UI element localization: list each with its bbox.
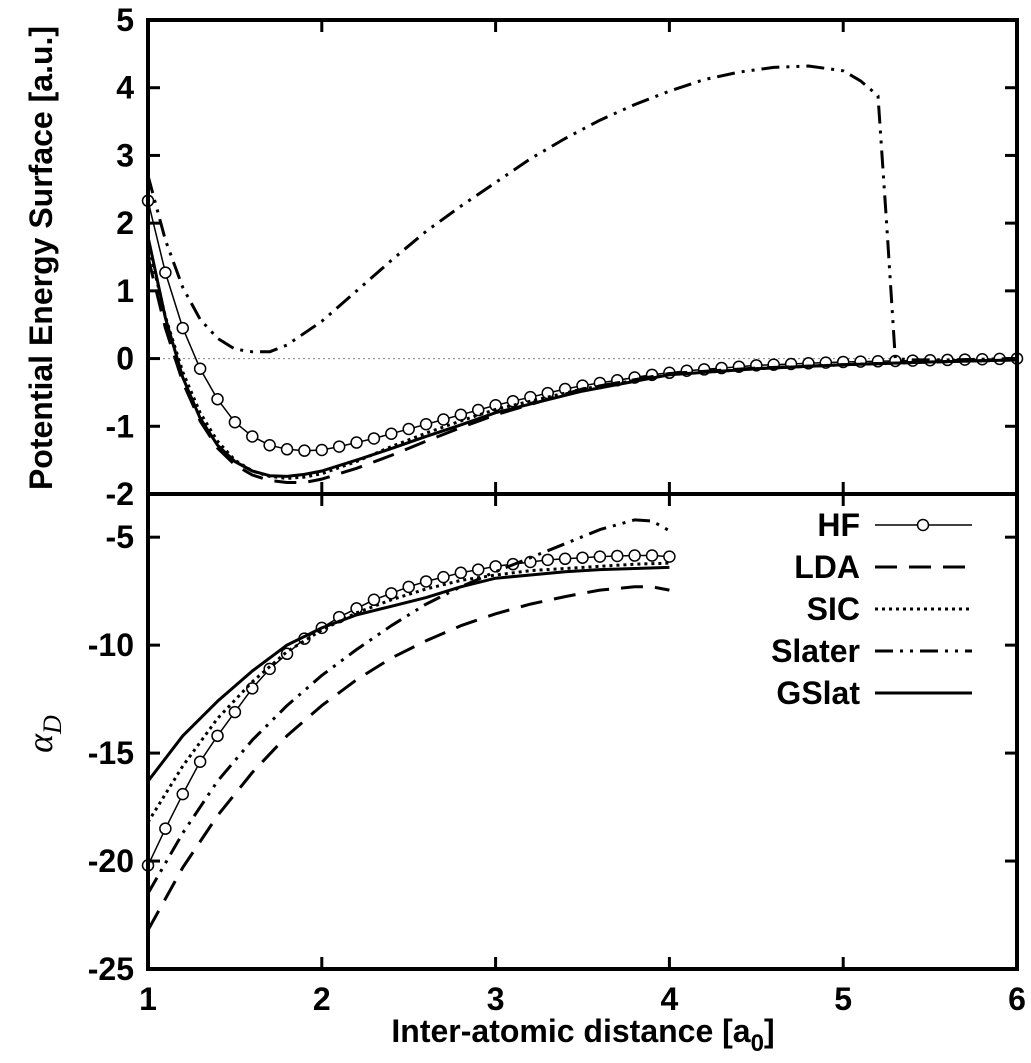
series-point-hf xyxy=(176,321,190,335)
series-point-hf xyxy=(541,553,554,567)
series-point-hf xyxy=(263,438,276,452)
y-tick-label: -15 xyxy=(88,735,134,771)
legend-label-hf: HF xyxy=(817,507,860,543)
bottom-plot-area xyxy=(141,518,676,931)
series-point-hf xyxy=(385,587,398,600)
y-tick-label: 5 xyxy=(116,2,134,38)
legend: HF LDA SIC Slater GSlat xyxy=(771,507,972,711)
y-tick-label: -1 xyxy=(106,408,134,444)
series-point-hf xyxy=(367,432,381,445)
series-point-hf xyxy=(419,418,433,431)
x-label-close: ] xyxy=(764,1013,775,1049)
series-point-hf xyxy=(298,444,311,457)
x-label-sub: 0 xyxy=(751,1030,764,1057)
series-point-hf xyxy=(663,550,676,563)
series-point-hf xyxy=(193,362,207,375)
series-point-hf xyxy=(211,729,224,743)
series-point-hf xyxy=(193,755,207,768)
x-tick-label: 6 xyxy=(1008,981,1026,1017)
series-point-hf xyxy=(315,443,329,457)
series-point-hf xyxy=(558,552,572,566)
legend-label-lda: LDA xyxy=(794,549,860,585)
y-tick-label: -2 xyxy=(106,476,134,512)
bottom-y-axis-label: αD xyxy=(20,715,67,753)
series-point-hf xyxy=(211,392,224,406)
series-point-hf xyxy=(454,566,468,580)
series-point-hf xyxy=(489,560,502,573)
series-point-hf xyxy=(402,580,415,594)
x-label-text: Inter-atomic distance [a xyxy=(391,1013,750,1049)
legend-marker-hf xyxy=(916,518,930,532)
series-point-hf xyxy=(263,662,276,676)
series-point-hf xyxy=(437,570,450,584)
series-point-hf xyxy=(402,422,415,436)
series-point-hf xyxy=(159,822,172,835)
y-tick-label: 4 xyxy=(116,70,134,106)
y-tick-label: 3 xyxy=(116,137,134,173)
series-point-hf xyxy=(159,266,172,279)
legend-label-sic: SIC xyxy=(807,591,860,627)
series-line-slater xyxy=(146,518,671,895)
series-point-hf xyxy=(593,550,607,563)
y-tick-label: -20 xyxy=(88,843,134,879)
series-line-gslat xyxy=(146,565,670,783)
x-tick-label: 3 xyxy=(487,981,505,1017)
x-axis-label: Inter-atomic distance [a0] xyxy=(391,1013,774,1057)
y-tick-label: 1 xyxy=(116,273,134,309)
x-tick-label: 1 xyxy=(139,981,157,1017)
series-point-hf xyxy=(611,549,624,563)
series-point-hf xyxy=(385,427,398,440)
series-point-hf xyxy=(228,705,242,719)
bottom-panel: -5 -10 -15 -20 -25 1 2 3 4 5 6 αD Inter-atomic di… xyxy=(20,492,1026,1057)
y-tick-label: 2 xyxy=(116,205,134,241)
legend-label-gslat: GSlat xyxy=(776,675,860,711)
series-point-hf xyxy=(350,436,363,449)
top-plot-area xyxy=(141,64,1024,484)
series-line-gslat xyxy=(146,236,1018,478)
y-label-alpha: α xyxy=(20,733,60,753)
series-point-hf xyxy=(332,440,346,453)
y-tick-label: 0 xyxy=(116,341,134,377)
x-tick-label: 4 xyxy=(661,981,679,1017)
series-line-lda xyxy=(146,585,670,931)
top-y-axis-label: Potential Energy Surface [a.u.] xyxy=(23,26,59,490)
y-tick-label: -25 xyxy=(88,951,134,987)
x-tick-label: 2 xyxy=(313,981,331,1017)
series-point-hf xyxy=(246,430,259,443)
series-point-hf xyxy=(280,443,294,456)
series-point-hf xyxy=(454,408,468,422)
series-line-sic xyxy=(146,561,670,823)
series-point-hf xyxy=(628,549,641,562)
series-point-hf xyxy=(367,593,381,607)
series-point-hf xyxy=(228,415,242,429)
series-point-hf xyxy=(437,413,450,426)
legend-label-slater: Slater xyxy=(771,633,860,669)
series-point-hf xyxy=(645,549,659,562)
bottom-plot-frame xyxy=(146,492,1019,971)
y-tick-label: -5 xyxy=(106,519,134,555)
x-ticks: 1 2 3 4 5 6 xyxy=(139,494,1026,1017)
series-point-hf xyxy=(419,575,433,588)
x-tick-label: 5 xyxy=(834,981,852,1017)
y-tick-label: -10 xyxy=(88,627,134,663)
series-point-hf xyxy=(176,787,190,801)
bottom-y-ticks: -5 -10 -15 -20 -25 xyxy=(88,519,1017,987)
series-point-hf xyxy=(524,390,537,404)
top-panel: 5 4 3 2 1 0 -1 -2 Potential Energy Surface [a.u… xyxy=(23,2,1024,512)
series-line-slater xyxy=(146,64,1018,362)
series-point-hf xyxy=(576,551,589,564)
series-point-hf xyxy=(471,563,485,576)
y-label-sub: D xyxy=(38,715,67,735)
